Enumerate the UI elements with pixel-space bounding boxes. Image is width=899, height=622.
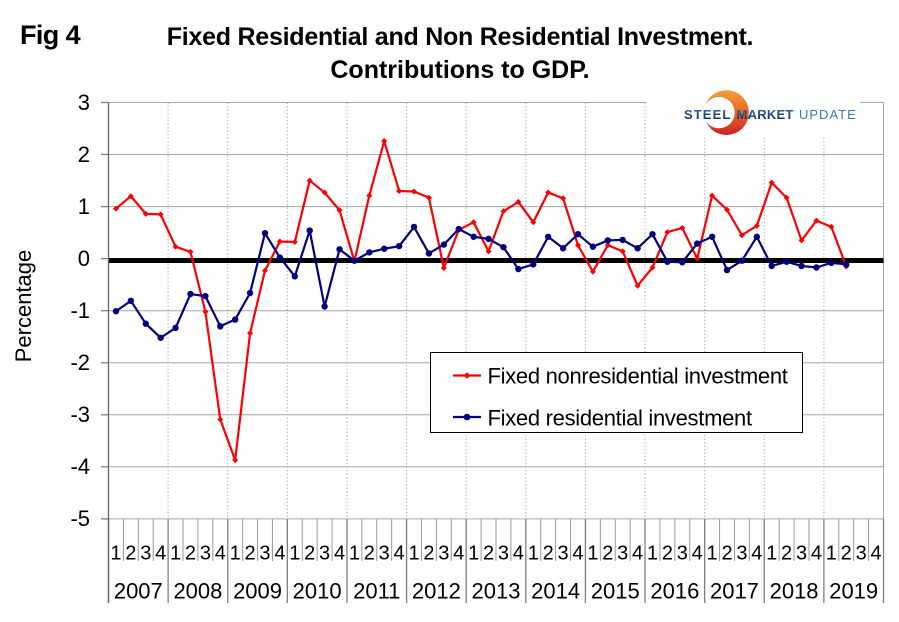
- svg-text:3: 3: [200, 543, 211, 565]
- svg-text:2019: 2019: [829, 579, 878, 604]
- svg-text:3: 3: [558, 543, 569, 565]
- svg-text:2: 2: [245, 543, 256, 565]
- svg-text:2: 2: [304, 543, 315, 565]
- svg-text:2015: 2015: [591, 579, 640, 604]
- svg-text:3: 3: [259, 543, 270, 565]
- svg-text:MARKET: MARKET: [737, 107, 794, 122]
- svg-text:2013: 2013: [472, 579, 521, 604]
- svg-text:2: 2: [423, 543, 434, 565]
- svg-text:3: 3: [498, 543, 509, 565]
- svg-text:3: 3: [736, 543, 747, 565]
- svg-text:1: 1: [408, 543, 419, 565]
- svg-text:4: 4: [215, 543, 226, 565]
- svg-text:2016: 2016: [650, 579, 699, 604]
- svg-text:3: 3: [319, 543, 330, 565]
- svg-text:4: 4: [394, 543, 405, 565]
- svg-text:1: 1: [826, 543, 837, 565]
- svg-text:3: 3: [140, 543, 151, 565]
- svg-text:3: 3: [677, 543, 688, 565]
- svg-text:4: 4: [811, 543, 822, 565]
- svg-text:3: 3: [796, 543, 807, 565]
- svg-text:1: 1: [170, 543, 181, 565]
- svg-text:1: 1: [528, 543, 539, 565]
- svg-text:2: 2: [483, 543, 494, 565]
- svg-text:4: 4: [572, 543, 583, 565]
- svg-text:2009: 2009: [233, 579, 282, 604]
- svg-text:Fixed nonresidential investmen: Fixed nonresidential investment: [488, 364, 788, 389]
- svg-text:4: 4: [692, 543, 703, 565]
- svg-text:2012: 2012: [412, 579, 461, 604]
- svg-text:1: 1: [766, 543, 777, 565]
- svg-text:3: 3: [379, 543, 390, 565]
- svg-text:UPDATE: UPDATE: [799, 107, 857, 122]
- svg-text:4: 4: [155, 543, 166, 565]
- svg-text:2008: 2008: [173, 579, 222, 604]
- svg-text:1: 1: [110, 543, 121, 565]
- svg-text:Fixed residential investment: Fixed residential investment: [488, 405, 752, 430]
- svg-text:2011: 2011: [353, 579, 400, 604]
- svg-text:2: 2: [781, 543, 792, 565]
- svg-text:2007: 2007: [114, 579, 163, 604]
- svg-text:4: 4: [513, 543, 524, 565]
- svg-text:2: 2: [364, 543, 375, 565]
- svg-text:2014: 2014: [531, 579, 580, 604]
- svg-text:3: 3: [856, 543, 867, 565]
- svg-text:1: 1: [468, 543, 479, 565]
- svg-text:2: 2: [543, 543, 554, 565]
- svg-text:3: 3: [617, 543, 628, 565]
- svg-text:4: 4: [870, 543, 881, 565]
- svg-text:1: 1: [230, 543, 241, 565]
- svg-text:1: 1: [289, 543, 300, 565]
- svg-text:3: 3: [438, 543, 449, 565]
- svg-text:2: 2: [662, 543, 673, 565]
- svg-text:4: 4: [334, 543, 345, 565]
- svg-text:2: 2: [721, 543, 732, 565]
- svg-text:4: 4: [751, 543, 762, 565]
- svg-text:2018: 2018: [770, 579, 819, 604]
- svg-text:2: 2: [602, 543, 613, 565]
- svg-text:4: 4: [632, 543, 643, 565]
- svg-text:2: 2: [185, 543, 196, 565]
- svg-text:STEEL: STEEL: [684, 107, 731, 122]
- svg-text:1: 1: [647, 543, 658, 565]
- svg-text:4: 4: [274, 543, 285, 565]
- svg-text:1: 1: [707, 543, 718, 565]
- svg-text:4: 4: [453, 543, 464, 565]
- svg-text:2017: 2017: [710, 579, 759, 604]
- svg-text:1: 1: [587, 543, 598, 565]
- svg-text:2010: 2010: [293, 579, 342, 604]
- svg-text:1: 1: [349, 543, 360, 565]
- svg-text:2: 2: [841, 543, 852, 565]
- svg-text:2: 2: [125, 543, 136, 565]
